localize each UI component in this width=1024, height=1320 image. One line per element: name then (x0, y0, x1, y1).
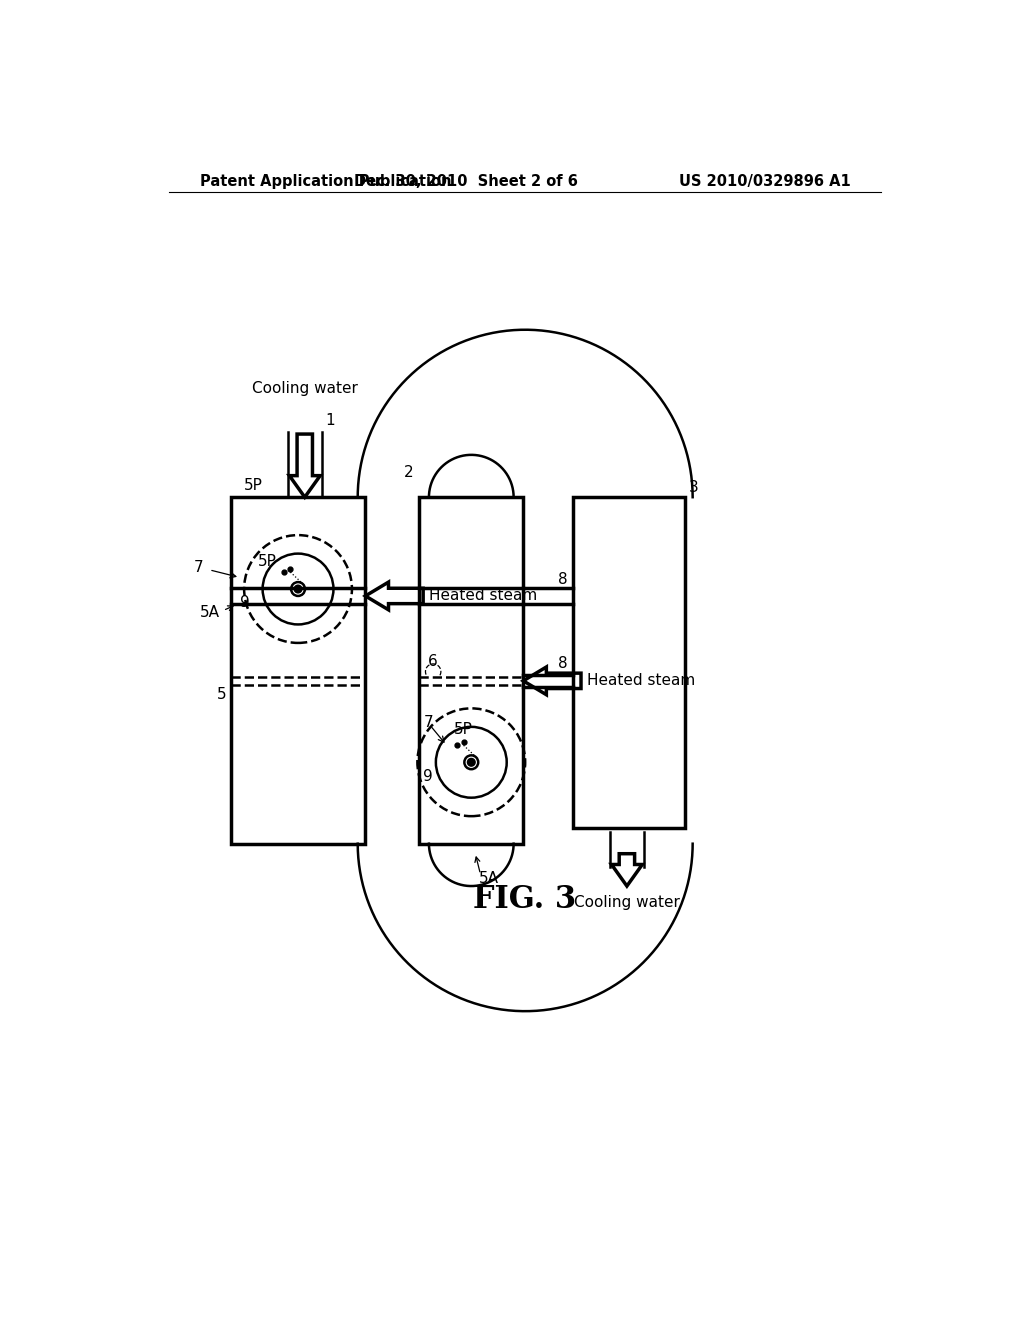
Text: 5A: 5A (479, 871, 499, 886)
Text: 1: 1 (326, 413, 335, 428)
Text: 5P: 5P (258, 554, 276, 569)
Text: 9: 9 (240, 595, 250, 610)
Text: 6: 6 (428, 655, 438, 669)
Bar (573, 498, 685, 829)
Text: US 2010/0329896 A1: US 2010/0329896 A1 (679, 174, 851, 189)
Text: 9: 9 (423, 768, 433, 784)
Text: 8: 8 (557, 656, 567, 672)
Text: Patent Application Publication: Patent Application Publication (200, 174, 452, 189)
Text: 8: 8 (557, 572, 567, 586)
Circle shape (467, 759, 475, 766)
Circle shape (294, 585, 302, 593)
Text: Dec. 30, 2010  Sheet 2 of 6: Dec. 30, 2010 Sheet 2 of 6 (353, 174, 578, 189)
Text: FIG. 3: FIG. 3 (473, 883, 577, 915)
Bar (419, 498, 523, 843)
Text: 5: 5 (217, 688, 226, 702)
Text: Heated steam: Heated steam (429, 589, 538, 603)
Text: 7: 7 (424, 714, 433, 730)
Text: Cooling water: Cooling water (574, 895, 680, 911)
Text: 7: 7 (195, 560, 204, 576)
Text: 5A: 5A (200, 605, 220, 619)
Text: 5P: 5P (245, 478, 263, 494)
Text: 3: 3 (689, 480, 698, 495)
Text: Cooling water: Cooling water (252, 380, 357, 396)
Text: 5P: 5P (455, 722, 473, 738)
Bar (230, 498, 366, 843)
Text: Heated steam: Heated steam (587, 673, 695, 688)
Text: 2: 2 (403, 465, 413, 480)
